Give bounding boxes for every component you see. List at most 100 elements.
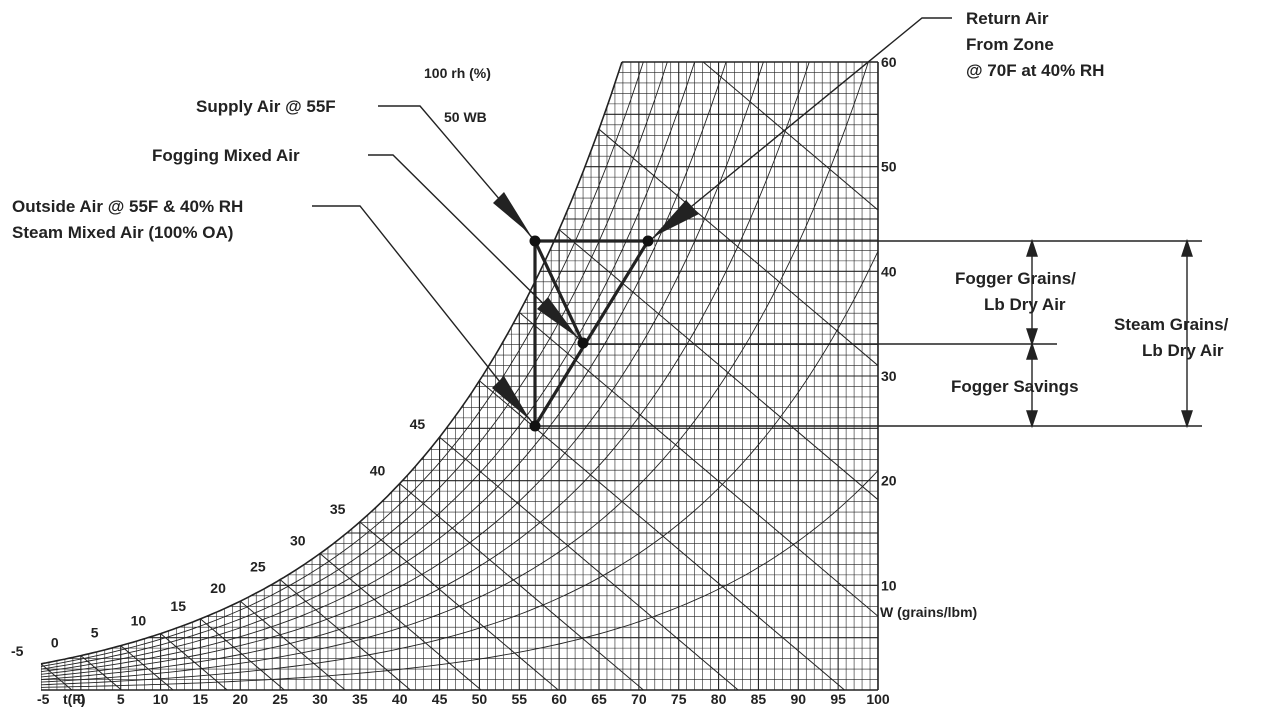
point-supply-air (529, 235, 541, 247)
wet-bulb-line (638, 62, 878, 690)
x-tick-label: 40 (392, 691, 408, 707)
saturation-curve (40, 61, 623, 665)
supply-air-wedge (493, 192, 530, 234)
wet-bulb-tick-label: 45 (410, 416, 426, 432)
point-return-air (642, 235, 654, 247)
wet-bulb-line (200, 618, 285, 690)
wet-bulb-tick-labels: -5 0 5 10 15 20 25 30 35 40 45 (11, 416, 425, 659)
point-fogging-mixed (577, 337, 589, 349)
wet-bulb-tick-label: 10 (131, 613, 147, 629)
callout-leaders (312, 17, 952, 427)
outside-air-leader (312, 205, 536, 427)
rh-curve (41, 62, 727, 675)
x-tick-label: 5 (117, 691, 125, 707)
return-air-wedge (653, 200, 699, 237)
wet-bulb-line (120, 645, 174, 690)
wet-bulb-tick-label: 35 (330, 501, 346, 517)
process-lines (533, 239, 650, 428)
y-tick-label: 30 (881, 368, 897, 384)
x-tick-label: 80 (711, 691, 727, 707)
wet-bulb-line (598, 128, 878, 690)
fogging-mixed-label: Fogging Mixed Air (152, 146, 300, 165)
supply-air-leader (378, 105, 536, 242)
x-tick-label: 55 (511, 691, 527, 707)
x-tick-label: 95 (830, 691, 846, 707)
process-line-outside-to-return (533, 239, 650, 428)
x-axis-label: t(F) (63, 691, 86, 707)
x-tick-label: 30 (312, 691, 328, 707)
wet-bulb-tick-label: 25 (250, 559, 266, 575)
fogger-grains-label-2: Lb Dry Air (984, 295, 1066, 314)
process-line-supply-to-fogging (533, 239, 585, 345)
wet-bulb-line (558, 229, 878, 690)
outside-air-label-2: Steam Mixed Air (100% OA) (12, 223, 233, 242)
wet-bulb-tick-label: 0 (51, 635, 59, 651)
x-tick-label: 90 (790, 691, 806, 707)
y-tick-labels: 10 20 30 40 50 60 (881, 54, 897, 593)
return-air-label-2: From Zone (966, 35, 1054, 54)
wet-bulb-tick-label: 15 (170, 598, 186, 614)
steam-grains-arrow-up (1181, 238, 1193, 257)
x-tick-label: 85 (751, 691, 767, 707)
rh-curve (41, 251, 878, 686)
wet-bulb-line (439, 436, 739, 690)
x-tick-label: 0 (77, 691, 85, 707)
wet-bulb-label: 50 WB (444, 109, 487, 125)
rh-curve (41, 62, 871, 683)
y-tick-label: 10 (881, 577, 897, 593)
rh-curve (41, 62, 696, 673)
wet-bulb-line (518, 312, 878, 690)
wet-bulb-line (319, 553, 482, 690)
wet-bulb-line (239, 600, 346, 690)
return-air-leader (647, 17, 952, 243)
wet-bulb-tick-label: 40 (370, 463, 386, 479)
return-air-label-1: Return Air (966, 9, 1049, 28)
supply-air-label: Supply Air @ 55F (196, 97, 336, 116)
x-tick-label: 100 (866, 691, 890, 707)
x-tick-label: 25 (272, 691, 288, 707)
point-outside-air (529, 420, 541, 432)
reference-lines (535, 240, 1202, 427)
y-axis-label: W (grains/lbm) (880, 604, 977, 620)
outside-air-label-1: Outside Air @ 55F & 40% RH (12, 197, 243, 216)
wet-bulb-tick-label: -5 (11, 643, 24, 659)
y-tick-label: 60 (881, 54, 897, 70)
steam-grains-label-2: Lb Dry Air (1142, 341, 1224, 360)
wet-bulb-line (279, 579, 411, 690)
y-tick-label: 20 (881, 473, 897, 489)
dimension-arrows (1026, 238, 1193, 429)
x-tick-label: 75 (671, 691, 687, 707)
state-points (529, 235, 654, 432)
fogger-savings-arrow-down (1026, 410, 1038, 429)
wet-bulb-tick-label: 30 (290, 533, 306, 549)
x-tick-label: 70 (631, 691, 647, 707)
x-tick-label: 10 (153, 691, 169, 707)
wedge-markers (492, 192, 699, 420)
x-tick-label: 45 (432, 691, 448, 707)
saturation-label: 100 rh (%) (424, 65, 491, 81)
wet-bulb-line (399, 483, 644, 690)
fogger-grains-arrow-down (1026, 328, 1038, 347)
fogger-grains-label-1: Fogger Grains/ (955, 269, 1076, 288)
outside-air-wedge (492, 376, 530, 420)
fogging-mixed-wedge (537, 297, 578, 338)
y-tick-label: 50 (881, 159, 897, 175)
wet-bulb-tick-label: 5 (91, 625, 99, 641)
x-tick-label: 35 (352, 691, 368, 707)
x-tick-label: 20 (232, 691, 248, 707)
fogging-mixed-leader (368, 154, 584, 344)
wet-bulb-line (160, 633, 228, 690)
steam-grains-label-1: Steam Grains/ (1114, 315, 1229, 334)
x-tick-label: 65 (591, 691, 607, 707)
x-tick-label: 50 (472, 691, 488, 707)
x-tick-label: 15 (193, 691, 209, 707)
wet-bulb-tick-label: 20 (210, 580, 226, 596)
wet-bulb-line (359, 521, 559, 690)
x-tick-label: 60 (551, 691, 567, 707)
rh-curve (41, 62, 815, 680)
rh-curve (41, 62, 767, 678)
wet-bulb-line (479, 380, 845, 690)
x-tick-labels: -5 0 5 10 15 20 25 30 35 40 45 50 55 60 65 70 75 80 85 90 95… (37, 691, 890, 707)
fogger-savings-label: Fogger Savings (951, 377, 1079, 396)
